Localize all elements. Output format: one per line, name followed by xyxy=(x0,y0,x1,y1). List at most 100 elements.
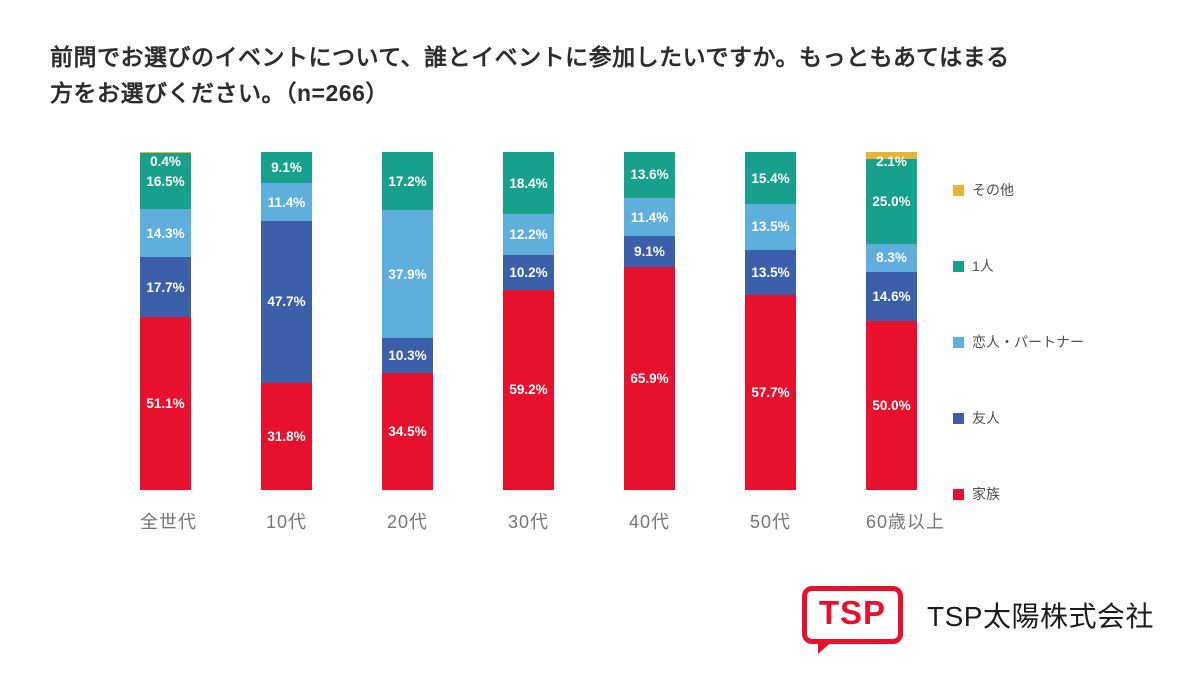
bar-segment: 13.6% xyxy=(624,152,675,198)
segment-value-label: 31.8% xyxy=(267,428,306,444)
legend-swatch-icon xyxy=(953,260,964,272)
segment-value-label: 25.0% xyxy=(872,193,911,209)
bar-segment: 57.7% xyxy=(745,295,796,490)
segment-value-label: 15.4% xyxy=(751,170,790,186)
bar-column: 2.1% 25.0% 8.3% 14.6% 50.0% 60歳以上 xyxy=(866,152,946,534)
legend-item: 家族 xyxy=(953,484,1084,504)
chart-title-line1: 前問でお選びのイベントについて、誰とイベントに参加したいですか。もっともあてはま… xyxy=(50,44,1010,70)
segment-value-label: 8.3% xyxy=(876,250,907,266)
legend-swatch-icon xyxy=(953,336,964,348)
legend-item: その他 xyxy=(953,180,1084,200)
stacked-bar: 18.4% 12.2% 10.2% 59.2% xyxy=(503,152,554,490)
segment-value-label: 11.4% xyxy=(630,209,669,225)
bar-segment: 8.3% xyxy=(866,243,917,272)
bar-column: 13.6% 11.4% 9.1% 65.9% 40代 xyxy=(624,152,675,534)
segment-value-label: 14.6% xyxy=(872,288,911,304)
segment-value-label: 13.6% xyxy=(630,167,669,183)
segment-value-label: 51.1% xyxy=(146,396,185,412)
legend-label: 恋人・パートナー xyxy=(972,334,1084,350)
legend-item: 恋人・パートナー xyxy=(953,332,1084,352)
chart-title-line2: 方をお選びください。（n=266） xyxy=(50,79,389,106)
segment-value-label: 10.3% xyxy=(388,348,427,364)
bar-segment: 47.7% xyxy=(261,221,312,383)
stacked-bar-chart: 0.4% 16.5% 14.3% 17.7% 51.1% 全世代 9.1% 11.4% 47.7… xyxy=(140,152,946,534)
bar-segment: 59.2% xyxy=(503,289,554,490)
segment-value-label: 13.5% xyxy=(751,264,790,280)
bar-column: 0.4% 16.5% 14.3% 17.7% 51.1% 全世代 xyxy=(140,152,197,534)
segment-value-label: 17.2% xyxy=(388,173,427,189)
segment-value-label: 17.7% xyxy=(146,279,185,295)
speech-bubble-tail-icon xyxy=(817,639,835,654)
bar-segment: 37.9% xyxy=(382,210,433,339)
bar-segment: 16.5% xyxy=(140,153,191,210)
legend-label: 1人 xyxy=(972,258,994,274)
bar-segment: 14.3% xyxy=(140,209,191,258)
tsp-logo-text: TSP xyxy=(818,594,887,632)
stacked-bar: 13.6% 11.4% 9.1% 65.9% xyxy=(624,152,675,490)
segment-value-label: 18.4% xyxy=(509,175,548,191)
bar-segment: 10.3% xyxy=(382,338,433,374)
legend: その他 1人恋人・パートナー 友人家族 xyxy=(953,180,1084,504)
bar-segment: 11.4% xyxy=(261,182,312,222)
segment-value-label: 12.2% xyxy=(509,227,548,243)
company-name: TSP太陽株式会社 xyxy=(927,601,1154,633)
bar-column: 18.4% 12.2% 10.2% 59.2% 30代 xyxy=(503,152,554,534)
segment-value-label: 65.9% xyxy=(630,371,669,387)
bar-segment: 51.1% xyxy=(140,317,191,490)
bar-segment: 13.5% xyxy=(745,249,796,296)
category-label: 40代 xyxy=(628,512,671,532)
chart-title: 前問でお選びのイベントについて、誰とイベントに参加したいですか。もっともあてはま… xyxy=(50,40,1010,111)
bar-segment: 13.5% xyxy=(745,204,796,250)
segment-value-label: 37.9% xyxy=(388,266,427,282)
bar-segment: 0.4% xyxy=(140,152,191,169)
bar-segment: 17.7% xyxy=(140,257,191,318)
category-label: 60歳以上 xyxy=(866,512,946,532)
legend-swatch-icon xyxy=(953,412,964,424)
bar-segment: 2.1% xyxy=(866,152,917,169)
bar-segment: 25.0% xyxy=(866,159,917,244)
stacked-bar: 2.1% 25.0% 8.3% 14.6% 50.0% xyxy=(866,152,917,490)
segment-value-label: 10.2% xyxy=(509,265,548,281)
bar-segment: 11.4% xyxy=(624,197,675,237)
legend-item: 1人 xyxy=(953,256,1084,276)
stacked-bar: 9.1% 11.4% 47.7% 31.8% xyxy=(261,152,312,490)
bar-column: 15.4% 13.5% 13.5% 57.7% 50代 xyxy=(745,152,796,534)
footer-brand: TSP TSP太陽株式会社 xyxy=(801,586,1154,654)
legend-label: 友人 xyxy=(972,410,1000,426)
bar-segment: 9.1% xyxy=(624,236,675,268)
segment-value-label: 57.7% xyxy=(751,385,790,401)
segment-value-label: 9.1% xyxy=(634,244,665,260)
legend-item: 友人 xyxy=(953,408,1084,428)
bar-segment: 14.6% xyxy=(866,271,917,321)
segment-value-label: 0.4% xyxy=(150,154,181,169)
category-label: 50代 xyxy=(749,512,792,532)
bar-segment: 31.8% xyxy=(261,382,312,490)
bar-segment: 12.2% xyxy=(503,214,554,256)
legend-swatch-icon xyxy=(953,488,964,500)
category-label: 全世代 xyxy=(140,512,197,532)
category-label: 10代 xyxy=(265,512,308,532)
stacked-bar: 0.4% 16.5% 14.3% 17.7% 51.1% xyxy=(140,152,191,490)
bar-segment: 17.2% xyxy=(382,152,433,211)
bar-column: 9.1% 11.4% 47.7% 31.8% 10代 xyxy=(261,152,312,534)
segment-value-label: 9.1% xyxy=(271,159,302,175)
bar-segment: 18.4% xyxy=(503,152,554,215)
bar-segment: 9.1% xyxy=(261,152,312,183)
segment-value-label: 14.3% xyxy=(146,225,185,241)
segment-value-label: 16.5% xyxy=(146,173,185,189)
segment-value-label: 34.5% xyxy=(388,423,427,439)
segment-value-label: 50.0% xyxy=(872,397,911,413)
bar-column: 17.2% 37.9% 10.3% 34.5% 20代 xyxy=(382,152,433,534)
bar-segment: 15.4% xyxy=(745,152,796,204)
segment-value-label: 13.5% xyxy=(751,219,790,235)
bar-segment: 34.5% xyxy=(382,373,433,490)
category-label: 30代 xyxy=(507,512,550,532)
bar-segment: 50.0% xyxy=(866,320,917,490)
legend-label: その他 xyxy=(972,182,1014,198)
stacked-bar: 15.4% 13.5% 13.5% 57.7% xyxy=(745,152,796,490)
segment-value-label: 59.2% xyxy=(509,382,548,398)
tsp-logo: TSP xyxy=(801,586,904,654)
segment-value-label: 2.1% xyxy=(876,154,907,169)
bars-area: 0.4% 16.5% 14.3% 17.7% 51.1% 全世代 9.1% 11.4% 47.7… xyxy=(140,152,946,534)
